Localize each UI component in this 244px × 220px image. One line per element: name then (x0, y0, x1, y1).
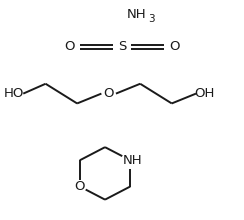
Text: 3: 3 (148, 14, 155, 24)
Text: OH: OH (194, 87, 215, 100)
Text: S: S (118, 40, 126, 53)
Text: O: O (169, 40, 179, 53)
Text: O: O (103, 87, 114, 100)
Text: O: O (65, 40, 75, 53)
Text: NH: NH (127, 8, 146, 21)
Text: O: O (75, 180, 85, 193)
Text: NH: NH (123, 154, 142, 167)
Text: HO: HO (4, 87, 24, 100)
